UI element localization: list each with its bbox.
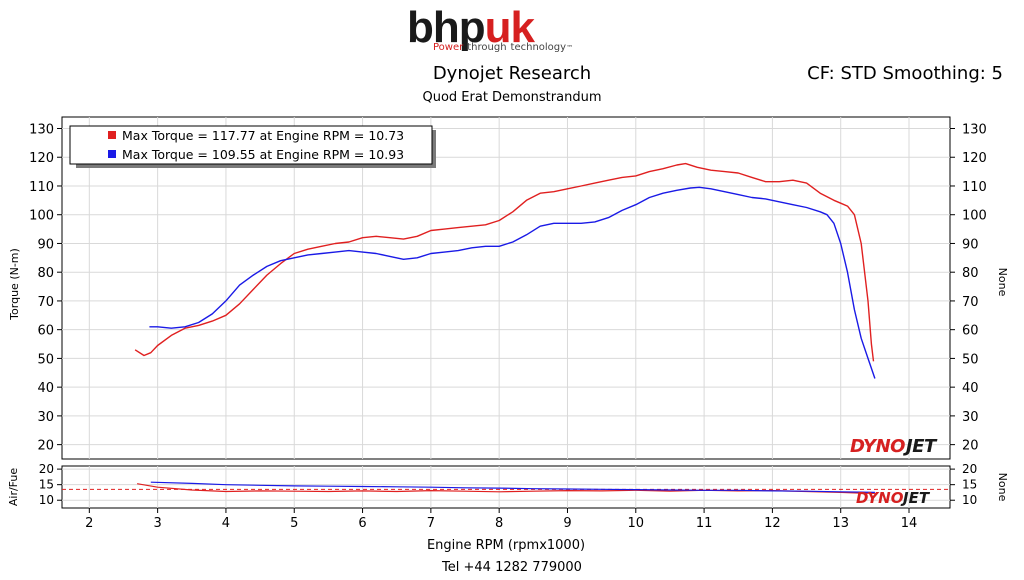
x-tick-label: 7 [427, 516, 435, 531]
watermark-text-1: DYNO [850, 436, 905, 457]
afr-series-line-2 [150, 481, 875, 493]
y-tick-label: 130 [29, 122, 54, 137]
y-tick-label-right: 30 [962, 410, 979, 425]
legend-swatch-1 [108, 131, 116, 139]
logo-tagline-1: Power [433, 42, 464, 53]
y-tick-label: 20 [37, 439, 54, 454]
torque-series-line-1 [134, 162, 875, 362]
x-tick-label: 9 [563, 516, 571, 531]
cf-info: CF: STD Smoothing: 5 [807, 63, 1003, 84]
x-tick-label: 5 [290, 516, 298, 531]
logo-brand-main: bhp [407, 3, 485, 52]
y-tick-label: 30 [37, 410, 54, 425]
y-tick-label-right: 20 [962, 439, 979, 454]
legend-swatch-2 [108, 150, 116, 158]
logo-brand-accent: uk [485, 3, 536, 52]
x-tick-label: 14 [901, 516, 918, 531]
afr-y-tick-label: 15 [39, 478, 54, 492]
main-y-axis-label-right: None [996, 268, 1009, 297]
x-axis-label: Engine RPM (rpmx1000) [427, 538, 585, 553]
logo-tm: ™ [566, 44, 573, 52]
x-tick-label: 13 [832, 516, 849, 531]
legend: Max Torque = 117.77 at Engine RPM = 10.7… [69, 125, 436, 168]
y-tick-label-right: 50 [962, 352, 979, 367]
afr-y-tick-label-right: 20 [962, 462, 977, 476]
watermark-small-text-2: JET [900, 489, 931, 507]
legend-entry-1: Max Torque = 117.77 at Engine RPM = 10.7… [122, 128, 404, 143]
y-tick-label: 50 [37, 352, 54, 367]
afr-y-axis-label: Air/Fue [7, 468, 20, 507]
afr-y-tick-label-right: 10 [962, 493, 977, 507]
afr-y-tick-label: 10 [39, 493, 54, 507]
torque-series-line-2 [149, 186, 876, 379]
x-tick-label: 12 [764, 516, 781, 531]
y-tick-label-right: 120 [962, 151, 987, 166]
y-tick-label-right: 90 [962, 237, 979, 252]
logo-tagline-3: technology [511, 42, 567, 53]
main-y-ticks-right: 20 30 40 50 60 70 80 90 100 110 120 130 [950, 122, 987, 454]
main-series-lines [134, 162, 876, 379]
y-tick-label: 80 [37, 266, 54, 281]
y-tick-label-right: 60 [962, 324, 979, 339]
chart-title: Dynojet Research [433, 63, 591, 84]
dynojet-watermark: DYNO JET [850, 436, 938, 457]
y-tick-label-right: 40 [962, 381, 979, 396]
watermark-text-2: JET [903, 436, 938, 457]
x-tick-label: 4 [222, 516, 230, 531]
x-tick-label: 2 [85, 516, 93, 531]
x-tick-label: 11 [696, 516, 713, 531]
afr-y-tick-label: 20 [39, 462, 54, 476]
y-tick-label-right: 70 [962, 295, 979, 310]
x-axis-ticks: 2 3 4 5 6 7 8 9 10 11 12 13 14 [85, 508, 917, 531]
y-tick-label-right: 130 [962, 122, 987, 137]
y-tick-label: 110 [29, 180, 54, 195]
x-tick-label: 6 [358, 516, 366, 531]
main-y-ticks-left: 20 30 40 50 60 70 80 90 100 110 120 130 [29, 122, 62, 454]
y-tick-label: 70 [37, 295, 54, 310]
afr-y-axis-label-right: None [996, 473, 1009, 502]
y-tick-label: 60 [37, 324, 54, 339]
bhpuk-logo: bhpuk Power through technology™ [407, 3, 573, 53]
main-plot-area [61, 116, 951, 460]
legend-entry-2: Max Torque = 109.55 at Engine RPM = 10.9… [122, 147, 404, 162]
y-tick-label-right: 110 [962, 180, 987, 195]
footer-phone: Tel +44 1282 779000 [441, 560, 582, 575]
svg-text:bhpuk: bhpuk [407, 3, 536, 52]
y-tick-label: 40 [37, 381, 54, 396]
logo-tagline-2: through [467, 42, 506, 53]
dynojet-watermark-small: DYNO JET [856, 489, 931, 507]
y-tick-label: 100 [29, 209, 54, 224]
x-tick-label: 8 [495, 516, 503, 531]
y-tick-label: 120 [29, 151, 54, 166]
watermark-small-text-1: DYNO [856, 489, 904, 507]
x-tick-label: 3 [153, 516, 161, 531]
chart-subtitle: Quod Erat Demonstrandum [422, 90, 601, 105]
main-y-axis-label: Torque (N-m) [8, 248, 21, 321]
y-tick-label: 90 [37, 237, 54, 252]
afr-series-lines [136, 481, 875, 494]
afr-y-tick-label-right: 15 [962, 478, 977, 492]
y-tick-label-right: 100 [962, 209, 987, 224]
y-tick-label-right: 80 [962, 266, 979, 281]
x-tick-label: 10 [628, 516, 645, 531]
afr-plot-area [61, 465, 951, 509]
